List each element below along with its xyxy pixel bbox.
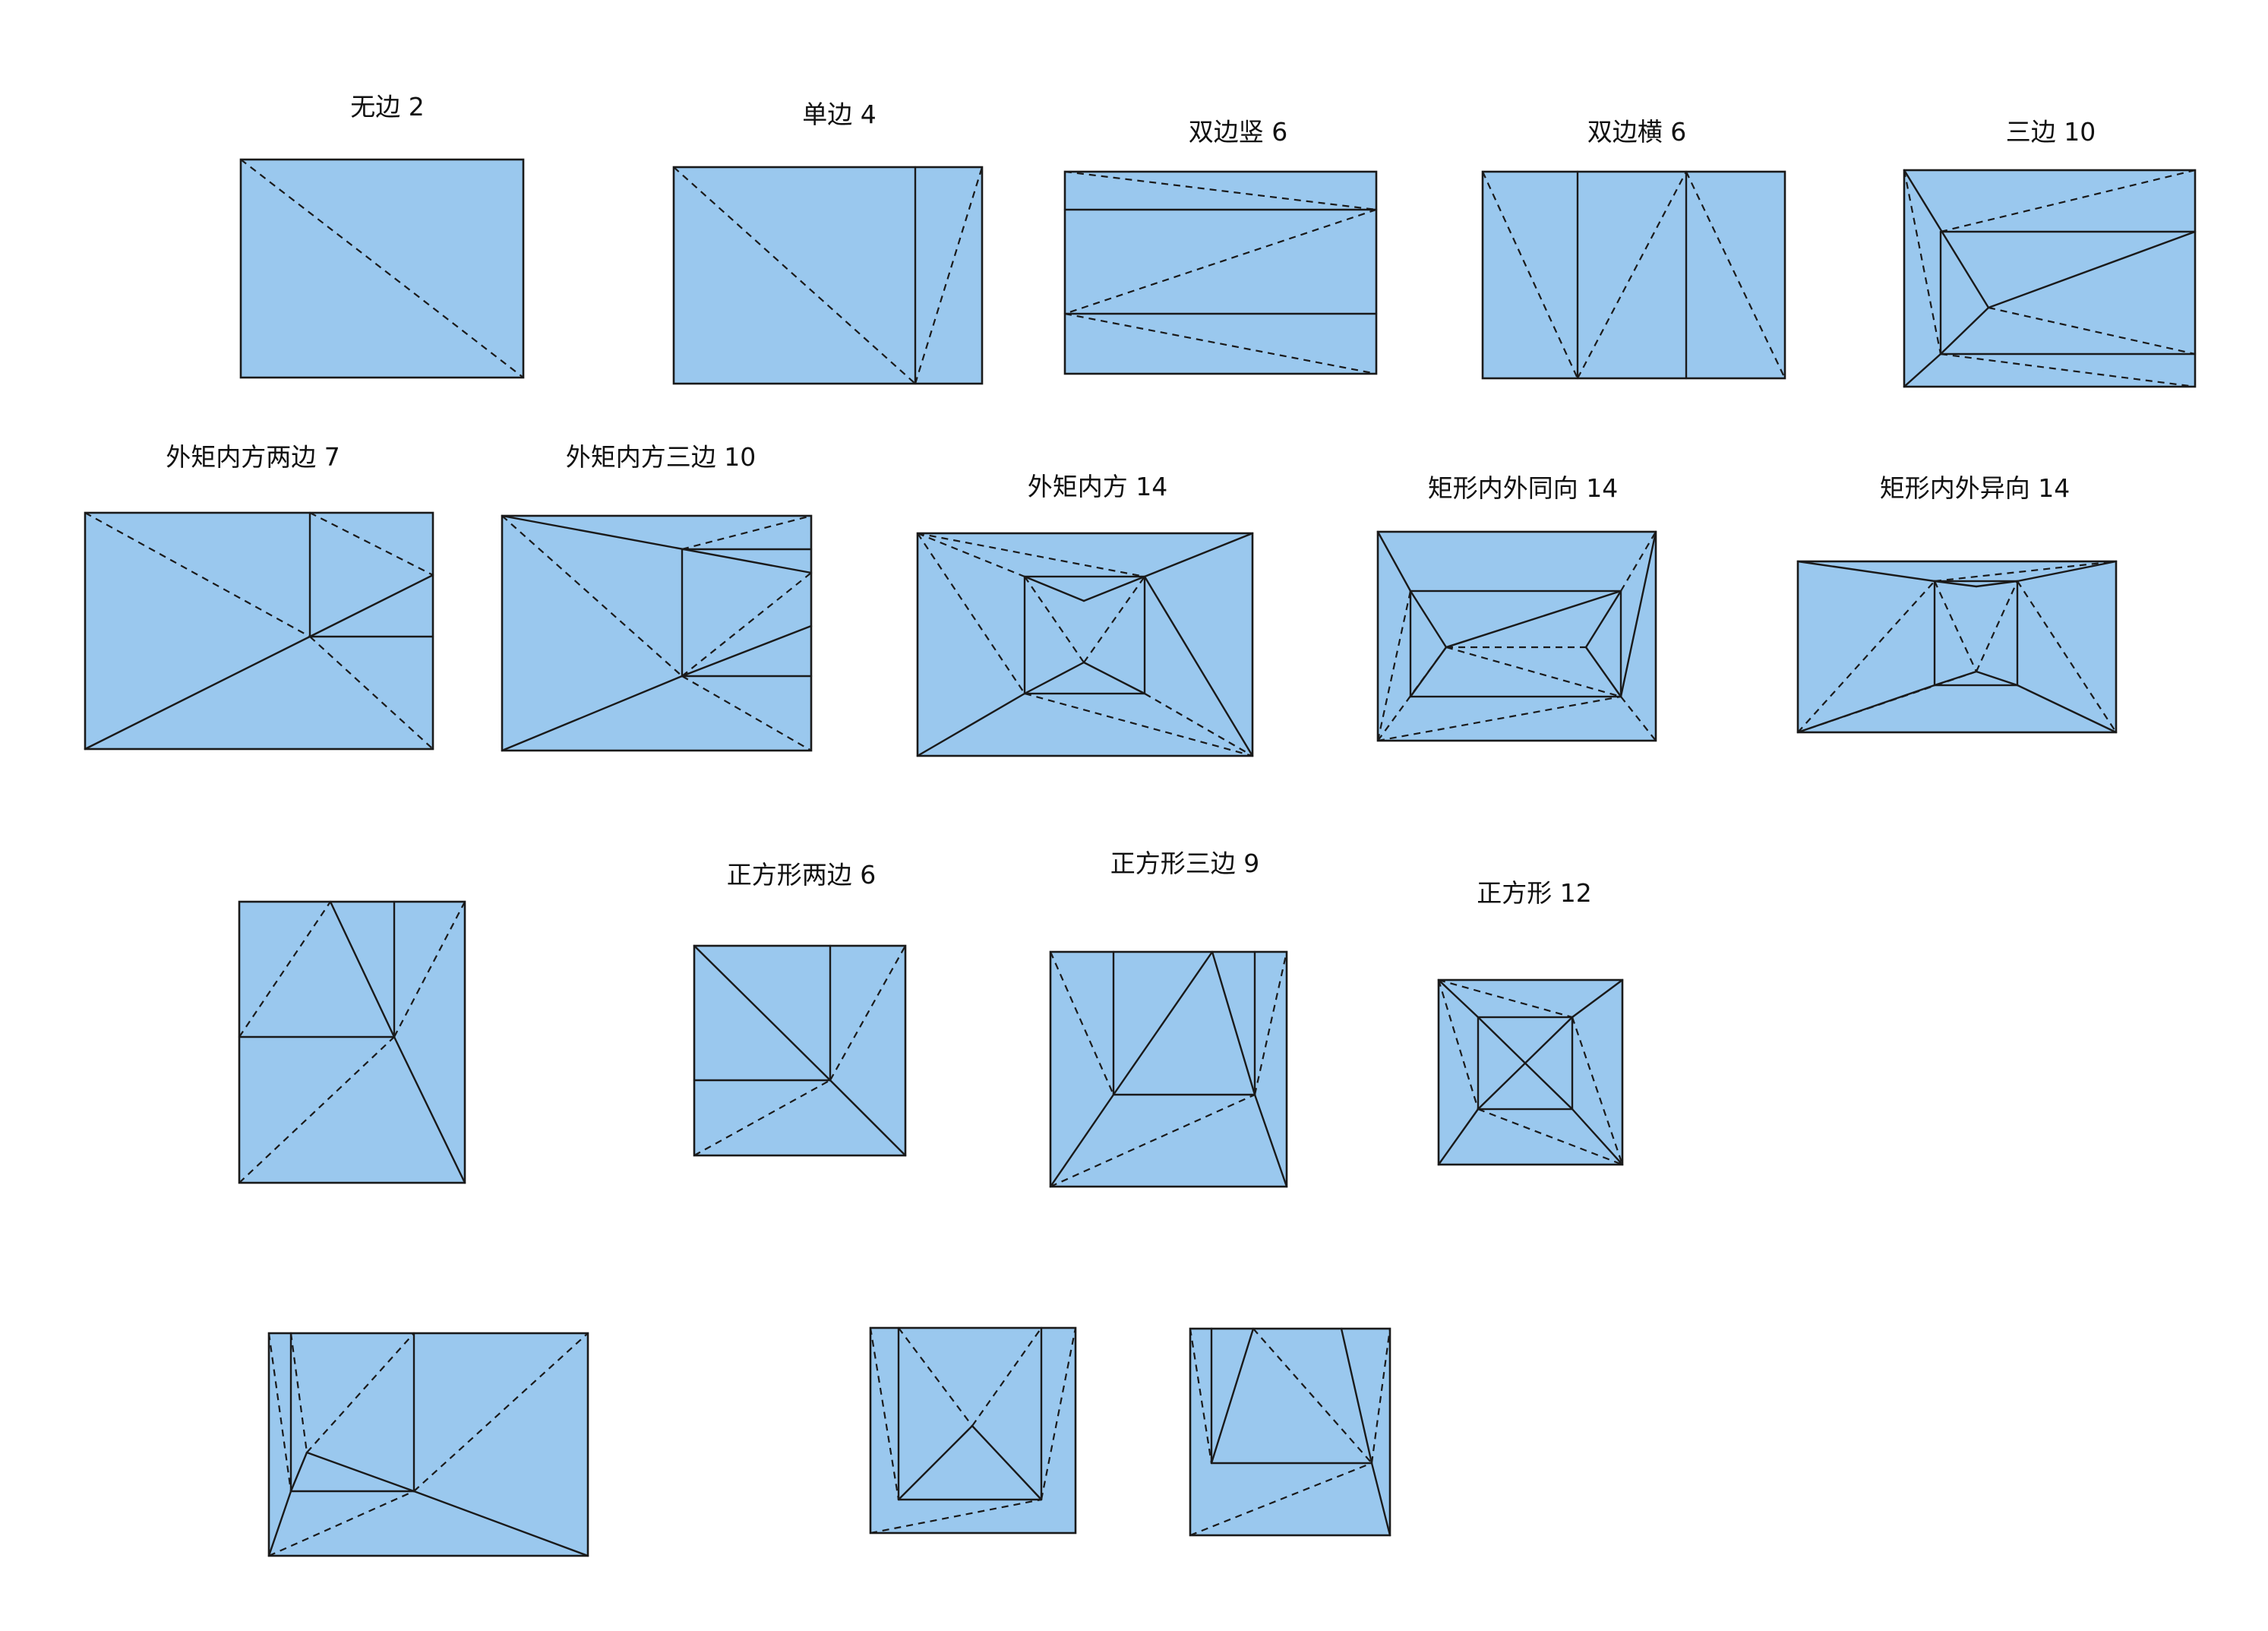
label-outer-rect-inner-square-two-edges: 外矩内方两边 7 <box>166 442 340 472</box>
label-square-two-edges: 正方形两边 6 <box>727 860 877 890</box>
diagram-single-edge: 单边 4 <box>674 100 982 384</box>
diagram-double-edge-vertical: 双边竖 6 <box>1065 117 1376 374</box>
diagram-square-variant-unlabeled <box>239 902 465 1183</box>
polygon-outline <box>502 516 811 751</box>
diagram-three-edges: 三边 10 <box>1904 117 2195 387</box>
diagram-rect-inner-outer-same-direction: 矩形内外同向 14 <box>1378 473 1656 741</box>
polygon-outline <box>1050 952 1287 1187</box>
polygon-outline <box>1798 561 2116 732</box>
polygon-outline <box>674 167 982 384</box>
label-square: 正方形 12 <box>1477 878 1591 908</box>
diagram-outer-rect-inner-square-three-edges: 外矩内方三边 10 <box>502 442 811 751</box>
diagram-square-three-edges: 正方形三边 9 <box>1050 849 1287 1187</box>
diagram-no-edge: 无边 2 <box>241 92 523 378</box>
polygon-outline <box>1190 1329 1390 1535</box>
diagram-wide-rect-unlabeled <box>269 1333 588 1556</box>
diagram-square: 正方形 12 <box>1439 878 1622 1165</box>
polygon-outline <box>269 1333 588 1556</box>
label-outer-rect-inner-square: 外矩内方 14 <box>1028 472 1167 501</box>
label-rect-inner-outer-same-direction: 矩形内外同向 14 <box>1428 473 1618 503</box>
diagram-rect-inner-outer-opposite-direction: 矩形内外异向 14 <box>1798 473 2116 732</box>
label-no-edge: 无边 2 <box>350 92 425 122</box>
polygon-outline <box>1439 980 1622 1165</box>
label-square-three-edges: 正方形三边 9 <box>1110 849 1260 878</box>
diagram-outer-rect-inner-square: 外矩内方 14 <box>918 472 1252 756</box>
polygon-outline <box>1483 172 1785 378</box>
diagram-double-edge-horizontal: 双边横 6 <box>1483 117 1785 378</box>
diagram-square-triangle-unlabeled <box>1190 1329 1390 1535</box>
diagram-outer-rect-inner-square-two-edges: 外矩内方两边 7 <box>85 442 433 749</box>
diagram-square-trapezoid-unlabeled <box>870 1328 1076 1533</box>
label-rect-inner-outer-opposite-direction: 矩形内外异向 14 <box>1880 473 2070 503</box>
label-double-edge-vertical: 双边竖 6 <box>1189 117 1288 147</box>
label-double-edge-horizontal: 双边横 6 <box>1587 117 1687 147</box>
polygon-outline <box>1378 532 1656 741</box>
label-outer-rect-inner-square-three-edges: 外矩内方三边 10 <box>566 442 756 472</box>
label-three-edges: 三边 10 <box>2006 117 2096 147</box>
label-single-edge: 单边 4 <box>802 100 877 129</box>
polygon-outline <box>918 533 1252 756</box>
diagram-square-two-edges: 正方形两边 6 <box>694 860 905 1155</box>
polygon-outline <box>870 1328 1076 1533</box>
polygon-outline <box>239 902 465 1183</box>
